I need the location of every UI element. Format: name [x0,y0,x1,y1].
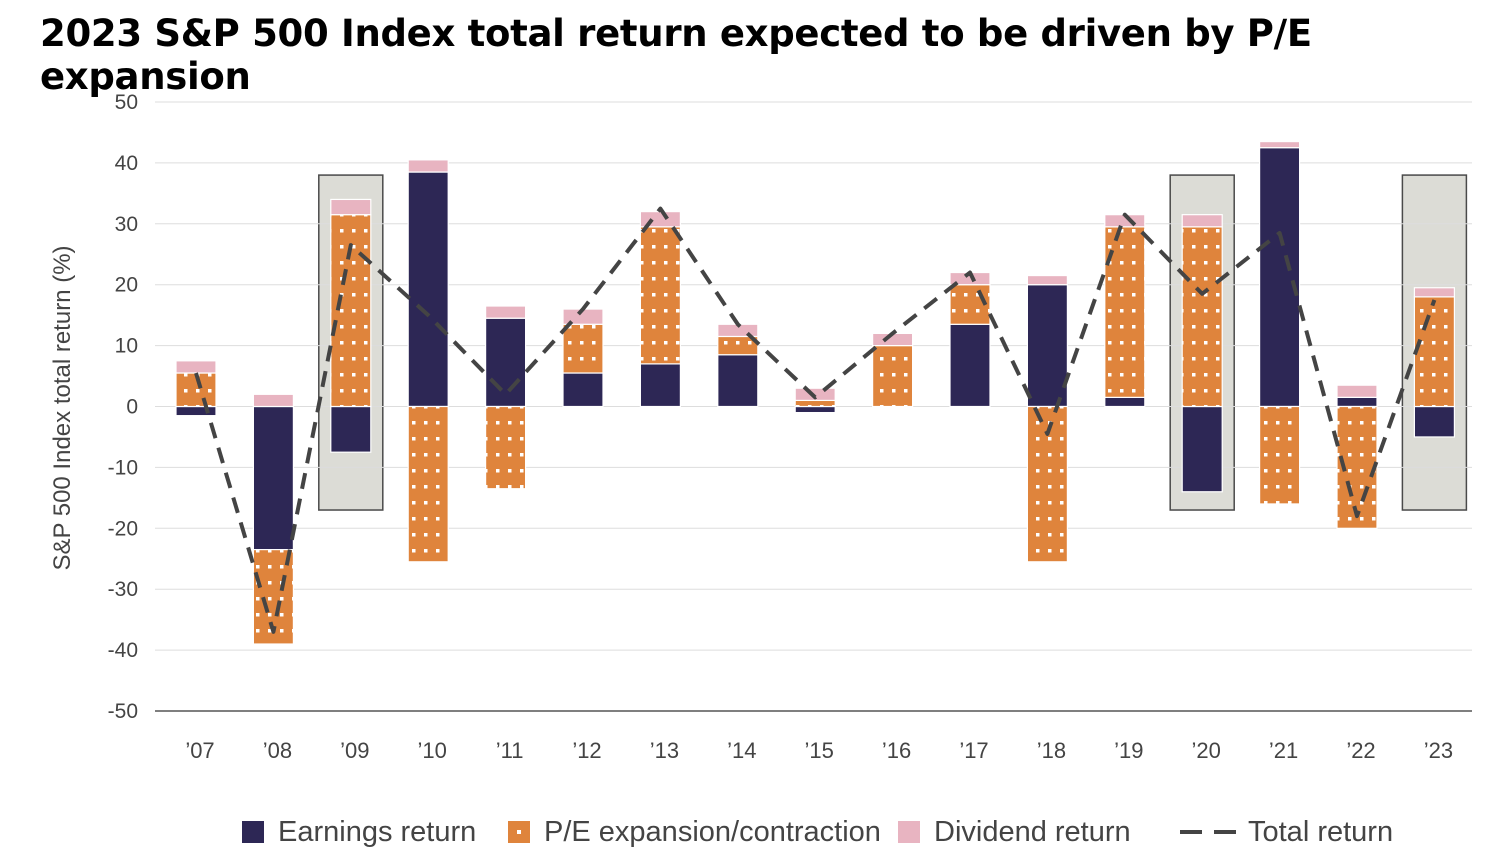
bar-earnings [562,372,604,408]
x-tick-label: ’13 [650,738,679,763]
bar-earnings [485,317,527,408]
bar-earnings [330,405,372,453]
x-tick-label: ’08 [263,738,292,763]
bar-pe [485,405,527,490]
y-axis-label: S&P 500 Index total return (%) [49,245,76,570]
legend-item-earnings: Earnings return [242,812,476,852]
y-tick-label: -50 [108,700,138,723]
y-tick-label: 0 [126,396,138,419]
bar-pe [407,405,449,563]
legend-label-earnings: Earnings return [278,815,477,848]
bar-earnings [407,171,449,408]
y-tick-label: 20 [115,274,138,297]
bar-pe [1258,405,1301,505]
bar-dividend [1413,287,1456,298]
bar-dividend [1026,274,1069,286]
legend-label-pe: P/E expansion/contraction [544,815,881,848]
x-tick-label: ’11 [496,738,524,763]
x-tick-label: ’15 [805,738,834,763]
bar-dividend [1258,140,1301,149]
y-tick-label: -40 [108,639,138,662]
bar-pe [794,399,836,408]
bar-earnings [252,405,294,551]
bar-pe [639,226,682,365]
legend-swatch-dividend [898,821,920,843]
legend-swatch-earnings [242,821,264,843]
x-tick-label: ’10 [418,738,447,763]
bar-earnings [1026,284,1069,408]
x-tick-label: ’22 [1346,738,1375,763]
legend-item-total: Total return [1180,812,1393,852]
bar-dividend [1181,214,1223,228]
bar-dividend [485,305,527,319]
y-tick-label: 30 [115,213,138,236]
legend-dash-total [1180,830,1236,834]
x-tick-label: ’12 [572,738,601,763]
bar-dividend [1336,384,1378,398]
bar-pe [1413,296,1456,408]
bar-earnings [639,363,682,408]
x-tick-label: ’18 [1037,738,1066,763]
x-tick-label: ’16 [882,738,911,763]
bar-pe [1181,226,1223,408]
bar-dividend [175,360,217,374]
bar-dividend [407,159,449,173]
x-tick-label: ’21 [1269,738,1298,763]
x-tick-label: ’20 [1192,738,1221,763]
stacked-bar-chart: 50 40 30 20 10 0 -10 -20 -30 -40 -50 ’07 ’08 ’09 ’10 ’… [49,91,1472,763]
bar-earnings [1413,405,1456,438]
y-tick-label: 40 [115,152,138,175]
bar-dividend [330,198,372,216]
legend-item-pe: P/E expansion/contraction [508,812,881,852]
y-tick-label: -20 [108,517,138,540]
legend-label-total: Total return [1248,815,1394,848]
bar-earnings [949,323,991,408]
total-return-line [194,206,1437,634]
bar-earnings [794,405,836,414]
y-tick-label: 50 [115,91,138,114]
bar-pe [562,323,604,374]
chart-title: 2023 S&P 500 Index total return expected… [40,12,1312,98]
bar-earnings [1336,396,1378,408]
bar-earnings [1181,405,1223,493]
x-tick-label: ’07 [185,738,214,763]
bar-pe [871,345,914,408]
bar-dividend [252,393,294,408]
legend: Earnings return P/E expansion/contractio… [0,812,1494,852]
bar-earnings [717,354,759,408]
legend-swatch-pe [508,821,530,843]
x-tick-label: ’09 [340,738,369,763]
bar-earnings [175,405,217,417]
legend-label-dividend: Dividend return [934,815,1131,848]
legend-item-dividend: Dividend return [898,812,1131,852]
bar-earnings [1258,147,1301,408]
x-tick-label: ’14 [727,738,756,763]
bar-earnings [1104,396,1146,408]
y-tick-label: -10 [108,456,138,479]
x-tick-label: ’23 [1424,738,1453,763]
x-tick-label: ’17 [959,738,988,763]
bar-pe [1336,405,1378,529]
y-tick-label: -30 [108,578,138,601]
x-tick-label: ’19 [1114,738,1143,763]
y-tick-label: 10 [115,335,138,358]
